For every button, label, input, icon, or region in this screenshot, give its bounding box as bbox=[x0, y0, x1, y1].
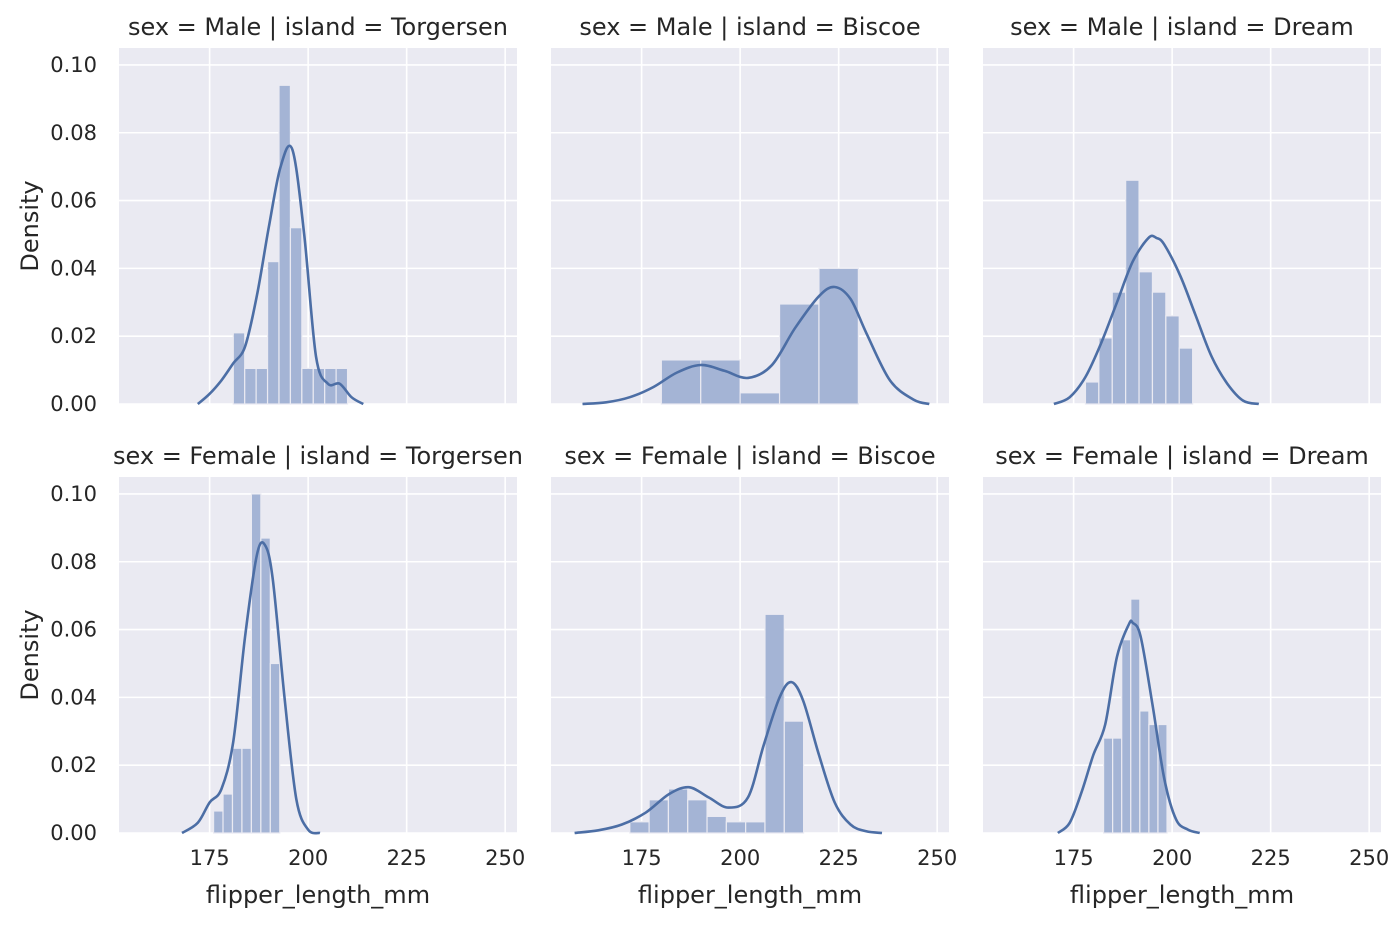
y-tick-label: 0.10 bbox=[50, 482, 97, 506]
histogram-bar bbox=[1112, 737, 1123, 834]
facet-background bbox=[119, 48, 517, 404]
histogram-bar bbox=[1121, 639, 1132, 834]
x-tick-label: 225 bbox=[1251, 846, 1291, 870]
facet-background bbox=[983, 477, 1381, 833]
facet-background bbox=[119, 477, 517, 833]
facet-panel: sex = Male | island = Torgersen 0.00 0.02 0… bbox=[16, 13, 517, 416]
histogram-bar bbox=[212, 810, 224, 834]
x-tick-label: 250 bbox=[485, 846, 525, 870]
facet-title: sex = Male | island = Biscoe bbox=[579, 13, 920, 41]
x-axis-label: flipper_length_mm bbox=[638, 881, 862, 909]
histogram-bar bbox=[778, 303, 820, 405]
histogram-bar bbox=[700, 359, 741, 405]
histogram-bar bbox=[1165, 315, 1180, 405]
y-tick-label: 0.06 bbox=[50, 189, 97, 213]
y-tick-label: 0.08 bbox=[50, 121, 97, 145]
y-axis-label: Density bbox=[16, 609, 44, 700]
x-tick-label: 225 bbox=[387, 846, 427, 870]
y-tick-label: 0.08 bbox=[50, 550, 97, 574]
histogram-bar bbox=[255, 367, 269, 405]
x-tick-label: 200 bbox=[288, 846, 328, 870]
histogram-bar bbox=[1130, 598, 1141, 834]
x-tick-label: 200 bbox=[1152, 846, 1192, 870]
histogram-bar bbox=[706, 815, 727, 834]
histogram-bar bbox=[1102, 737, 1114, 834]
x-tick-label: 250 bbox=[1349, 846, 1389, 870]
histogram-bar bbox=[269, 662, 281, 834]
histogram-bar bbox=[222, 793, 234, 834]
histogram-bar bbox=[1157, 723, 1168, 834]
histogram-bar bbox=[1125, 179, 1140, 405]
histogram-bar bbox=[1084, 381, 1100, 405]
facet-panel: sex = Male | island = Dream bbox=[983, 13, 1381, 406]
kde-curve bbox=[582, 285, 930, 406]
x-tick-label: 175 bbox=[190, 846, 230, 870]
y-tick-label: 0.00 bbox=[50, 392, 97, 416]
y-tick-label: 0.02 bbox=[50, 324, 97, 348]
histogram-bar bbox=[1139, 710, 1150, 834]
facet-background bbox=[551, 48, 949, 404]
kde-curve bbox=[1053, 234, 1260, 406]
histogram-bar bbox=[244, 367, 257, 405]
histogram-bar bbox=[266, 261, 280, 405]
facet-title: sex = Male | island = Dream bbox=[1010, 13, 1354, 41]
kde-curve bbox=[1057, 619, 1201, 835]
facet-background bbox=[551, 477, 949, 833]
facet-title: sex = Female | island = Torgersen bbox=[113, 442, 523, 470]
histogram-bar bbox=[1148, 723, 1159, 834]
x-tick-label: 200 bbox=[720, 846, 760, 870]
histogram-bar bbox=[739, 392, 781, 405]
histogram-bar bbox=[783, 720, 805, 834]
y-tick-label: 0.04 bbox=[50, 256, 97, 280]
kde-curve bbox=[196, 144, 364, 406]
histogram-bar bbox=[241, 747, 253, 834]
histogram-bar bbox=[725, 821, 747, 834]
y-tick-label: 0.04 bbox=[50, 685, 97, 709]
x-axis-label: flipper_length_mm bbox=[1070, 881, 1294, 909]
y-tick-label: 0.00 bbox=[50, 821, 97, 845]
y-tick-label: 0.02 bbox=[50, 753, 97, 777]
y-tick-label: 0.06 bbox=[50, 618, 97, 642]
x-tick-label: 175 bbox=[1054, 846, 1094, 870]
y-axis-label: Density bbox=[16, 180, 44, 271]
histogram-bar bbox=[278, 84, 292, 405]
histogram-bar bbox=[232, 332, 246, 405]
facet-title: sex = Female | island = Dream bbox=[995, 442, 1369, 470]
histogram-bar bbox=[1151, 291, 1167, 405]
facet-panel: sex = Female | island = Torgersen 0.00 0.0… bbox=[16, 442, 525, 909]
histogram-bar bbox=[1138, 271, 1154, 405]
x-tick-label: 225 bbox=[819, 846, 859, 870]
histogram-bar bbox=[1178, 347, 1194, 405]
kde-curve bbox=[574, 680, 883, 835]
histogram-bar bbox=[745, 821, 766, 834]
histogram-bar bbox=[764, 613, 785, 834]
histogram-bar bbox=[687, 799, 708, 834]
facet-panel: sex = Male | island = Biscoe bbox=[551, 13, 949, 406]
histogram-bar bbox=[667, 788, 689, 834]
facet-background bbox=[983, 48, 1381, 404]
histogram-bar bbox=[289, 227, 303, 405]
y-tick-label: 0.10 bbox=[50, 53, 97, 77]
x-tick-label: 175 bbox=[622, 846, 662, 870]
histogram-bar bbox=[1098, 337, 1113, 405]
x-tick-label: 250 bbox=[917, 846, 957, 870]
kde-curve bbox=[181, 540, 321, 835]
facet-title: sex = Female | island = Biscoe bbox=[564, 442, 935, 470]
histogram-bar bbox=[301, 367, 314, 405]
facet-title: sex = Male | island = Torgersen bbox=[128, 13, 508, 41]
x-axis-label: flipper_length_mm bbox=[206, 881, 430, 909]
histogram-bar bbox=[648, 799, 670, 834]
histogram-bar bbox=[260, 537, 271, 834]
histogram-bar bbox=[231, 747, 243, 834]
facet-panel: sex = Female | island = Biscoe 175 200 225 2… bbox=[551, 442, 957, 909]
facet-panel: sex = Female | island = Dream 175 200 225 25… bbox=[983, 442, 1389, 909]
histogram-bar bbox=[629, 821, 650, 834]
